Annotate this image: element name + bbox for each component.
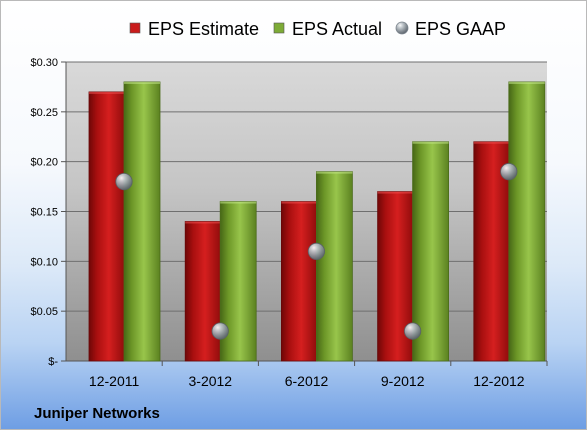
bar-highlight-eps-actual: [412, 141, 449, 144]
legend-label: EPS Actual: [292, 19, 382, 39]
bar-highlight-eps-actual: [124, 81, 160, 84]
bar-highlight-eps-actual: [316, 171, 353, 174]
y-tick-label: $0.25: [30, 107, 58, 119]
legend-swatch: [395, 21, 409, 35]
bar-eps-estimate: [280, 201, 318, 362]
footer-label: Juniper Networks: [34, 405, 160, 422]
eps-gaap-point: [403, 322, 422, 340]
plot-area: $- $0.05 $0.10 $0.15 $0.20 $0.25 $0.30 12-2011 3…: [30, 57, 548, 389]
legend-label: EPS Estimate: [148, 19, 259, 39]
bar-highlight-eps-estimate: [473, 141, 510, 144]
bar-highlight-eps-actual: [508, 81, 545, 84]
legend-label: EPS GAAP: [415, 19, 506, 39]
bar-eps-estimate: [184, 221, 222, 362]
bar-highlight-eps-estimate: [185, 221, 222, 224]
y-tick-label: $0.15: [30, 207, 58, 219]
bar-eps-estimate: [88, 91, 126, 362]
bar-highlight-eps-estimate: [89, 91, 125, 94]
bar-highlight-eps-estimate: [377, 191, 414, 194]
eps-gaap-point: [115, 173, 133, 191]
y-tick-label: $-: [48, 356, 58, 368]
legend-swatch: [273, 22, 285, 34]
eps-gaap-point: [307, 242, 325, 260]
bar-eps-actual: [315, 171, 353, 362]
x-tick-label: 6-2012: [285, 373, 329, 389]
eps-gaap-point: [211, 322, 229, 340]
y-tick-label: $0.30: [30, 57, 58, 69]
x-tick-label: 12-2011: [89, 373, 140, 389]
bar-eps-actual: [508, 81, 546, 362]
x-tick-label: 9-2012: [381, 373, 425, 389]
y-tick-label: $0.20: [30, 157, 58, 169]
x-tick-label: 3-2012: [189, 373, 233, 389]
y-tick-label: $0.05: [30, 306, 58, 318]
eps-gaap-point: [500, 163, 518, 181]
bar-eps-actual: [123, 81, 161, 362]
bar-highlight-eps-actual: [220, 201, 257, 204]
y-tick-label: $0.10: [30, 256, 58, 268]
bar-highlight-eps-estimate: [281, 201, 318, 204]
legend-swatch: [129, 22, 141, 34]
chart-legend: EPS Estimate EPS Actual EPS GAAP: [129, 19, 506, 39]
x-tick-label: 12-2012: [473, 373, 525, 389]
